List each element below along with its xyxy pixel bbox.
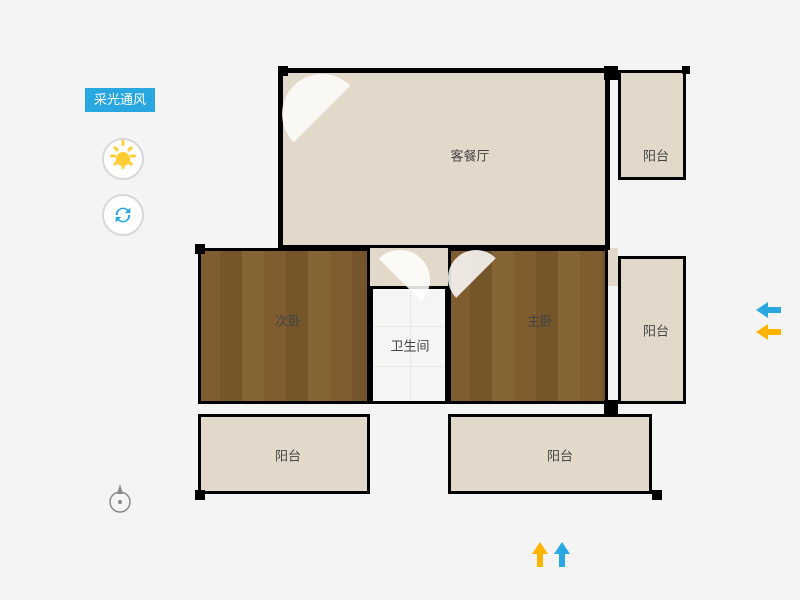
label-balcony_se: 阳台 [547,446,573,465]
compass-icon [104,484,136,516]
pillar-2 [682,66,690,74]
label-bath: 卫生间 [390,336,429,355]
pillar-4 [604,400,618,414]
label-living: 客餐厅 [450,146,489,165]
pillar-6 [195,490,205,500]
label-master_bed: 主卧 [527,311,553,330]
label-balcony_sw: 阳台 [275,446,301,465]
pillar-3 [195,244,205,254]
label-balcony_ne: 阳台 [643,146,669,165]
lighting-ventilation-label: 采光通风 [94,92,146,107]
refresh-icon [112,204,134,226]
floor-plan-canvas: 采光通风 客餐厅阳台次卧卫生间主卧阳台阳台阳台 [0,0,800,600]
sun-toggle-button[interactable] [102,138,144,180]
label-second_bed: 次卧 [275,311,301,330]
label-balcony_e: 阳台 [643,321,669,340]
pillar-5 [652,490,662,500]
lighting-ventilation-button[interactable]: 采光通风 [85,88,155,112]
sun-rays-icon [104,140,142,178]
ventilation-toggle-button[interactable] [102,194,144,236]
